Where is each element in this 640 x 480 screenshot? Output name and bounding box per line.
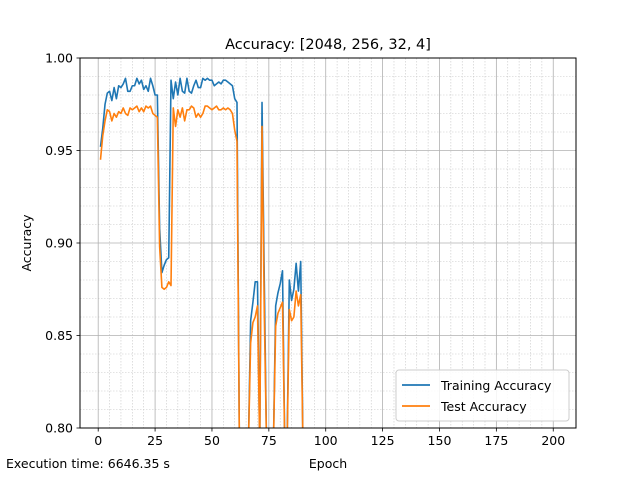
legend-label-training: Training Accuracy [440,378,552,393]
series-layer [99,77,304,428]
x-tick-label: 175 [484,433,508,448]
y-tick-label: 0.95 [45,143,73,158]
legend: Training Accuracy Test Accuracy [395,369,570,422]
x-tick-label: 150 [428,433,452,448]
x-tick-label: 125 [371,433,395,448]
x-tick-label: 0 [94,433,102,448]
legend-label-test: Test Accuracy [440,399,527,414]
y-tick-label: 1.00 [45,51,73,66]
y-tick-label: 0.85 [45,328,73,343]
y-axis-label: Accuracy [19,214,34,272]
x-tick-label: 50 [204,433,220,448]
x-tick-label: 100 [314,433,338,448]
y-axis-ticks: 0.80 0.85 0.90 0.95 1.00 [45,51,80,436]
training-accuracy-line [99,77,304,428]
x-tick-label: 75 [261,433,277,448]
test-accuracy-line [99,105,304,428]
execution-time: Execution time: 6646.35 s [6,456,170,471]
chart-title: Accuracy: [2048, 256, 32, 4] [225,37,431,53]
x-axis-label: Epoch [309,456,347,471]
y-tick-label: 0.90 [45,236,73,251]
legend-box [395,369,570,422]
x-tick-label: 200 [541,433,565,448]
x-axis-ticks: 0 25 50 75 100 125 150 175 200 [94,428,565,448]
x-tick-label: 25 [147,433,163,448]
y-tick-label: 0.80 [45,421,73,436]
